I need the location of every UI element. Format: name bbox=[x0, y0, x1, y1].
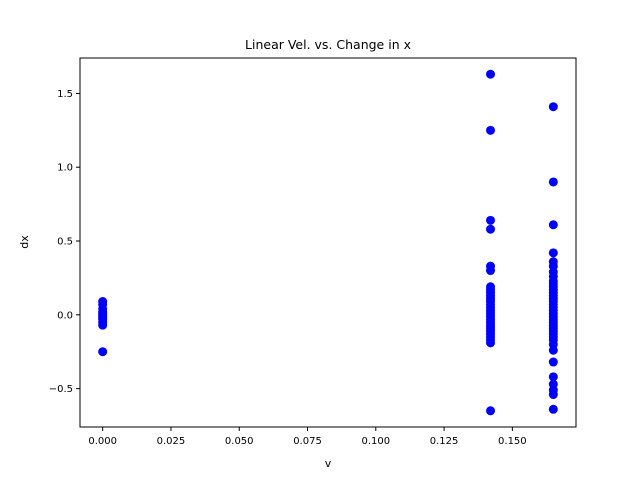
data-point bbox=[98, 347, 108, 357]
x-tick-label: 0.000 bbox=[88, 436, 117, 447]
data-point bbox=[548, 102, 558, 112]
data-point bbox=[548, 357, 558, 367]
data-point bbox=[486, 406, 496, 416]
data-point bbox=[548, 372, 558, 382]
data-point bbox=[548, 390, 558, 400]
y-axis-label: dx bbox=[18, 235, 31, 249]
x-axis: 0.000 0.025 0.050 0.075 0.100 0.125 0.150 bbox=[88, 427, 527, 447]
x-tick-label: 0.100 bbox=[361, 436, 390, 447]
chart-title: Linear Vel. vs. Change in x bbox=[245, 37, 411, 52]
y-tick-label: 0.5 bbox=[57, 237, 73, 248]
x-tick-label: 0.150 bbox=[498, 436, 527, 447]
points-layer bbox=[98, 69, 558, 416]
y-tick-label: 1.0 bbox=[57, 163, 73, 174]
x-tick-label: 0.050 bbox=[225, 436, 254, 447]
y-tick-label: 1.5 bbox=[57, 89, 73, 100]
x-tick-label: 0.125 bbox=[430, 436, 459, 447]
y-tick-label: 0.0 bbox=[57, 310, 73, 321]
data-point bbox=[486, 69, 496, 79]
data-point bbox=[98, 320, 108, 330]
data-point bbox=[548, 177, 558, 187]
x-axis-label: v bbox=[325, 457, 332, 470]
data-point bbox=[486, 125, 496, 135]
data-point bbox=[486, 266, 496, 276]
y-axis: −0.5 0.0 0.5 1.0 1.5 bbox=[49, 89, 80, 395]
data-point bbox=[548, 345, 558, 355]
x-tick-label: 0.025 bbox=[157, 436, 186, 447]
data-point bbox=[548, 248, 558, 258]
data-point bbox=[548, 404, 558, 414]
y-tick-label: −0.5 bbox=[49, 384, 73, 395]
data-point bbox=[548, 220, 558, 230]
data-point bbox=[486, 338, 496, 348]
plot-frame bbox=[79, 57, 577, 428]
x-tick-label: 0.075 bbox=[293, 436, 322, 447]
data-point bbox=[486, 224, 496, 234]
data-point bbox=[486, 215, 496, 225]
